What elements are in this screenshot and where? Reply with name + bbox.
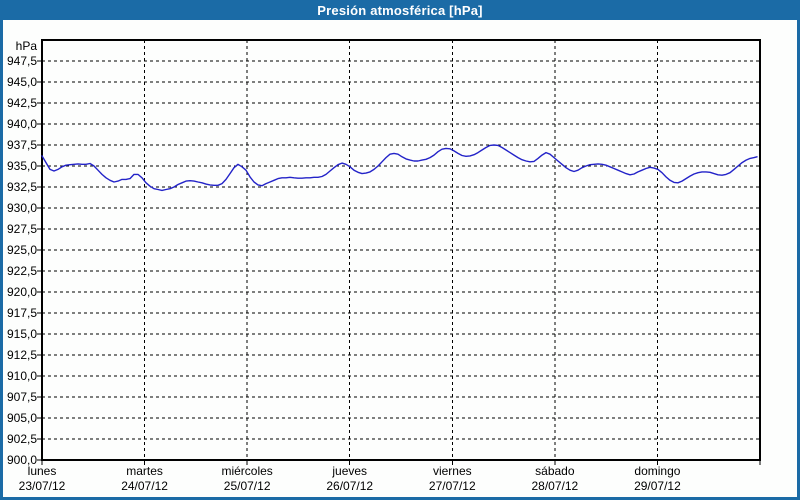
y-tick-label: 922,5 [6,263,37,278]
pressure-series-line [41,144,758,192]
day-name: miércoles [221,464,273,478]
day-date: 27/07/12 [428,479,476,493]
y-tick-label: 917,5 [6,305,37,320]
x-day-label: domingo 29/07/12 [605,464,709,494]
y-axis-unit-label: hPa [15,39,37,53]
day-name: lunes [27,464,57,478]
y-tick-label: 930,0 [6,200,37,215]
chart-title: Presión atmosférica [hPa] [317,2,483,18]
x-day-label: sábado 28/07/12 [503,464,607,494]
chart-title-bar: Presión atmosférica [hPa] [0,0,800,20]
y-tick-label: 912,5 [6,347,37,362]
day-name: viernes [432,464,472,478]
y-tick-label: 942,5 [6,95,37,110]
plot-border [41,39,761,461]
x-day-label: lunes 23/07/12 [0,464,94,494]
y-tick-label: 910,0 [6,368,37,383]
x-day-label: jueves 26/07/12 [298,464,402,494]
y-tick-label: 945,0 [6,74,37,89]
y-tick-label: 907,5 [6,389,37,404]
day-date: 23/07/12 [18,479,66,493]
y-tick-label: 937,5 [6,137,37,152]
y-tick-label: 925,0 [6,242,37,257]
y-tick-label: 905,0 [6,410,37,425]
day-name: sábado [535,464,575,478]
y-tick-label: 935,0 [6,158,37,173]
day-date: 24/07/12 [121,479,168,493]
y-tick-label: 920,0 [6,284,37,299]
day-date: 26/07/12 [326,479,374,493]
y-tick-label: 940,0 [6,116,37,131]
y-tick-label: 915,0 [6,326,37,341]
y-tick-label: 927,5 [6,221,37,236]
day-date: 25/07/12 [223,479,271,493]
day-date: 28/07/12 [531,479,579,493]
y-tick-label: 900,0 [6,452,37,467]
x-day-label: martes 24/07/12 [93,464,197,494]
y-tick-label: 947,5 [6,53,37,68]
day-name: domingo [634,464,681,478]
y-tick-label: 932,5 [6,179,37,194]
x-day-label: miércoles 25/07/12 [195,464,299,494]
day-name: jueves [332,464,368,478]
y-tick-label: 902,5 [6,431,37,446]
x-day-label: viernes 27/07/12 [400,464,504,494]
day-date: 29/07/12 [634,479,681,493]
day-name: martes [126,464,163,478]
